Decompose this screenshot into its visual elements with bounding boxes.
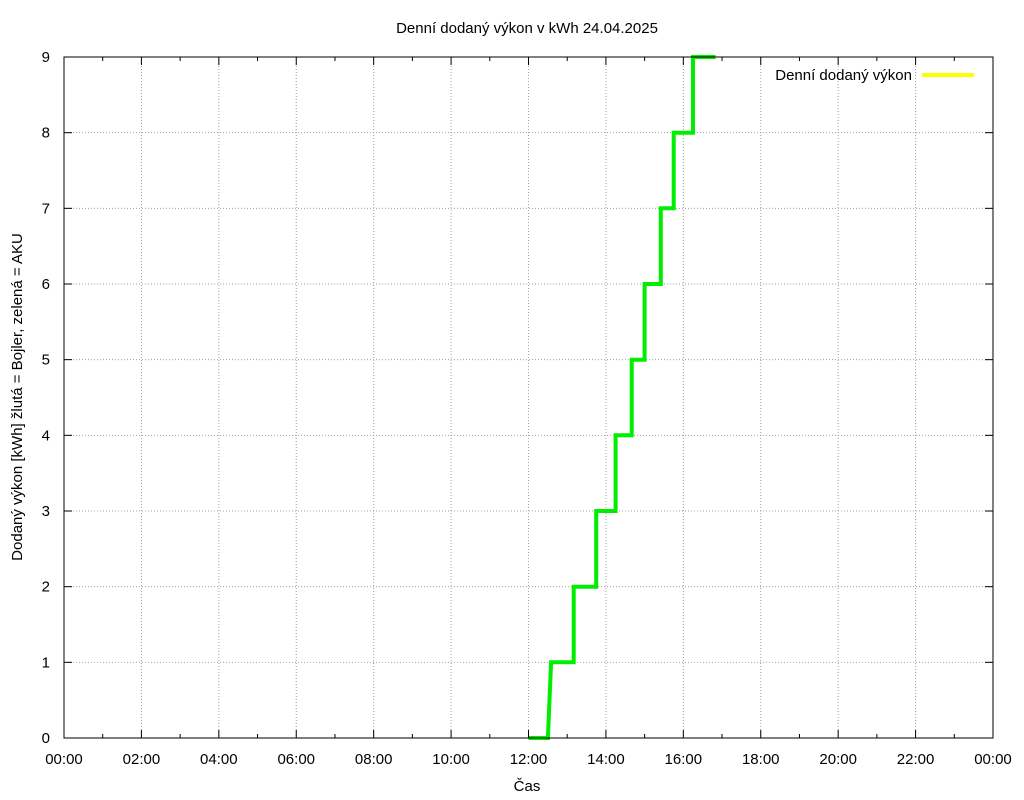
chart-title: Denní dodaný výkon v kWh 24.04.2025 bbox=[396, 20, 658, 37]
y-tick-label: 1 bbox=[42, 654, 50, 671]
x-tick-label: 06:00 bbox=[277, 751, 315, 768]
x-tick-label: 18:00 bbox=[742, 751, 780, 768]
tick-labels: 00:00 02:00 04:00 06:00 08:00 10:00 12:00 14:00… bbox=[42, 49, 1012, 768]
x-axis-label: Čas bbox=[514, 778, 541, 795]
x-tick-label: 02:00 bbox=[123, 751, 161, 768]
x-tick-label: 16:00 bbox=[665, 751, 703, 768]
x-tick-label: 10:00 bbox=[432, 751, 470, 768]
x-tick-label: 12:00 bbox=[510, 751, 548, 768]
y-tick-label: 2 bbox=[42, 579, 50, 596]
series-layer bbox=[528, 55, 716, 740]
y-tick-label: 4 bbox=[42, 427, 50, 444]
legend: Denní dodaný výkon bbox=[775, 67, 974, 84]
x-tick-label: 00:00 bbox=[974, 751, 1012, 768]
y-axis-label: Dodaný výkon [kWh] žlutá = Bojler, zelen… bbox=[9, 233, 26, 561]
y-tick-label: 0 bbox=[42, 730, 50, 747]
y-tick-label: 9 bbox=[42, 49, 50, 66]
y-tick-label: 7 bbox=[42, 200, 50, 217]
ticks bbox=[63, 56, 994, 739]
x-tick-label: 04:00 bbox=[200, 751, 238, 768]
x-tick-label: 22:00 bbox=[897, 751, 935, 768]
x-tick-label: 08:00 bbox=[355, 751, 393, 768]
grid bbox=[64, 57, 993, 738]
legend-label: Denní dodaný výkon bbox=[775, 67, 912, 84]
x-tick-label: 14:00 bbox=[587, 751, 625, 768]
y-tick-label: 8 bbox=[42, 125, 50, 142]
x-tick-label: 20:00 bbox=[819, 751, 857, 768]
y-tick-label: 6 bbox=[42, 276, 50, 293]
x-tick-label: 00:00 bbox=[45, 751, 83, 768]
series-line bbox=[528, 55, 716, 740]
y-tick-label: 3 bbox=[42, 503, 50, 520]
y-tick-label: 5 bbox=[42, 352, 50, 369]
